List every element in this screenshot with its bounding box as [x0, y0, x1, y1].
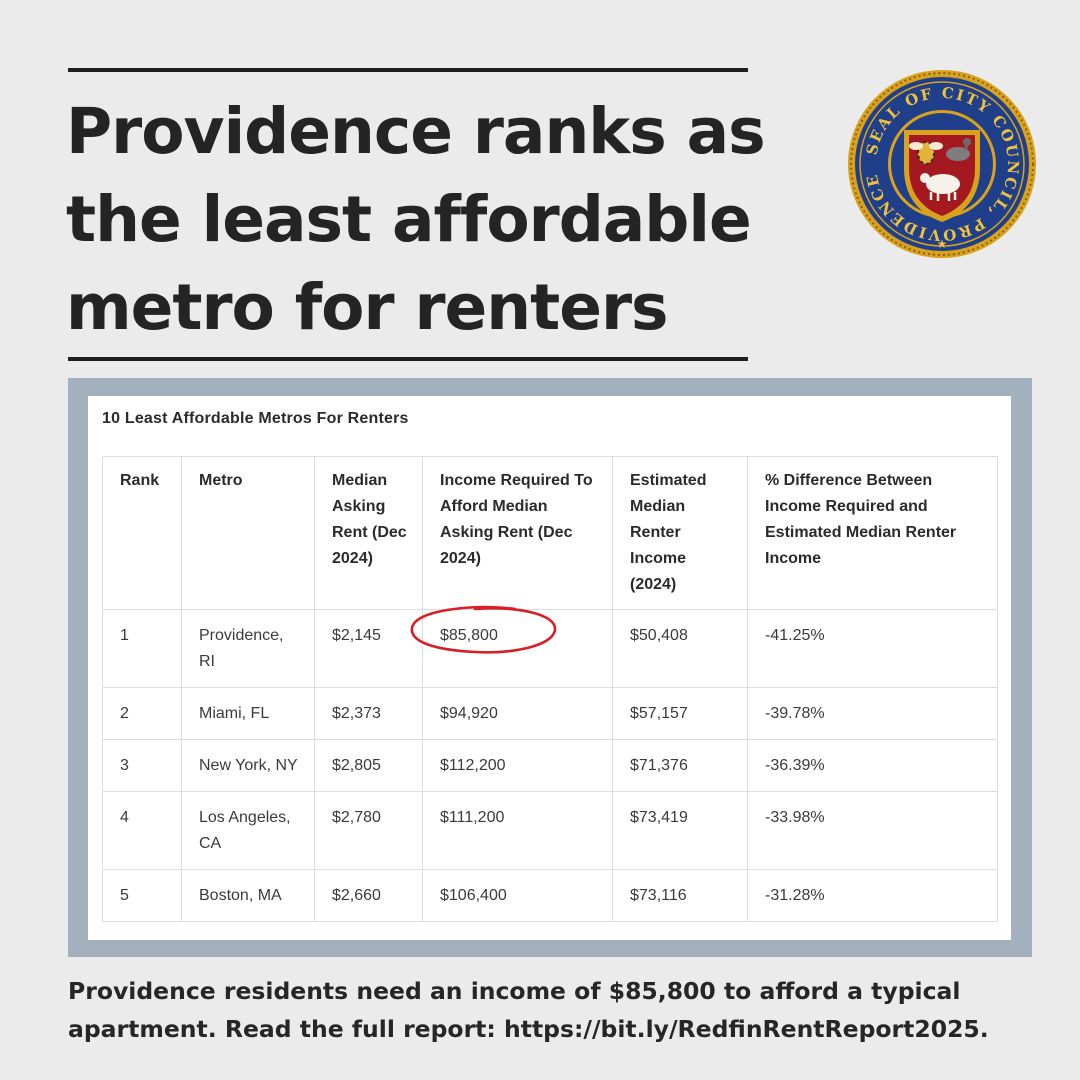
- column-header: Rank: [102, 456, 182, 610]
- table-title: 10 Least Affordable Metros For Renters: [102, 410, 409, 427]
- table-cell: $2,373: [314, 687, 423, 740]
- svg-text:★: ★: [937, 237, 948, 251]
- affordability-table: Rank Metro Median Asking Rent (Dec 2024)…: [102, 456, 998, 922]
- table-screenshot-frame: 10 Least Affordable Metros For Renters R…: [68, 378, 1032, 957]
- table-cell: Los Angeles, CA: [181, 791, 315, 870]
- table-card: 10 Least Affordable Metros For Renters R…: [88, 396, 1011, 940]
- table-cell: $50,408: [612, 609, 748, 688]
- table-cell: Boston, MA: [181, 869, 315, 922]
- caption: Providence residents need an income of $…: [68, 977, 989, 1043]
- table-cell: $57,157: [612, 687, 748, 740]
- table-cell: $73,116: [612, 869, 748, 922]
- column-header: Estimated Median Renter Income (2024): [612, 456, 748, 610]
- table-cell: New York, NY: [181, 739, 315, 792]
- column-header: % Difference Between Income Required and…: [747, 456, 998, 610]
- table-cell: 4: [102, 791, 182, 870]
- column-header: Median Asking Rent (Dec 2024): [314, 456, 423, 610]
- table-cell: -31.28%: [747, 869, 998, 922]
- table-row: 3 New York, NY $2,805 $112,200 $71,376 -…: [102, 739, 998, 792]
- table-cell: $94,920: [422, 687, 613, 740]
- table-row: 2 Miami, FL $2,373 $94,920 $57,157 -39.7…: [102, 687, 998, 740]
- top-divider: [68, 68, 748, 72]
- table-cell: $2,805: [314, 739, 423, 792]
- column-header: Income Required To Afford Median Asking …: [422, 456, 613, 610]
- table-cell: $2,780: [314, 791, 423, 870]
- headline-line-1: Providence ranks as: [66, 95, 766, 168]
- headline-line-3: metro for renters: [66, 271, 669, 344]
- table-cell-value: $85,800: [440, 627, 498, 644]
- headline-line-2: the least affordable: [66, 183, 752, 256]
- table-cell: 2: [102, 687, 182, 740]
- column-header: Metro: [181, 456, 315, 610]
- table-row: 4 Los Angeles, CA $2,780 $111,200 $73,41…: [102, 791, 998, 870]
- table-row: 5 Boston, MA $2,660 $106,400 $73,116 -31…: [102, 869, 998, 922]
- table-cell: 3: [102, 739, 182, 792]
- table-header-row: Rank Metro Median Asking Rent (Dec 2024)…: [102, 456, 998, 610]
- table-cell: $112,200: [422, 739, 613, 792]
- table-cell: 5: [102, 869, 182, 922]
- table-cell: -39.78%: [747, 687, 998, 740]
- table-cell: -33.98%: [747, 791, 998, 870]
- table-cell: $71,376: [612, 739, 748, 792]
- table-cell: $106,400: [422, 869, 613, 922]
- table-cell: -41.25%: [747, 609, 998, 688]
- headline: Providence ranks as the least affordable…: [66, 88, 766, 352]
- table-cell: -36.39%: [747, 739, 998, 792]
- table-cell: Providence, RI: [181, 609, 315, 688]
- table-row: 1 Providence, RI $2,145 $85,800 $50,408 …: [102, 605, 998, 688]
- table-cell: $111,200: [422, 791, 613, 870]
- highlighted-income-cell: $85,800: [410, 605, 613, 688]
- table-cell: $2,660: [314, 869, 423, 922]
- table-cell: $73,419: [612, 791, 748, 870]
- bottom-divider: [68, 357, 748, 361]
- table-cell: $2,145: [314, 609, 423, 688]
- table-cell: Miami, FL: [181, 687, 315, 740]
- table-cell: 1: [102, 609, 182, 688]
- city-council-seal-icon: SEAL OF CITY COUNCIL, PROVIDENCE R.I. ★: [839, 54, 1038, 260]
